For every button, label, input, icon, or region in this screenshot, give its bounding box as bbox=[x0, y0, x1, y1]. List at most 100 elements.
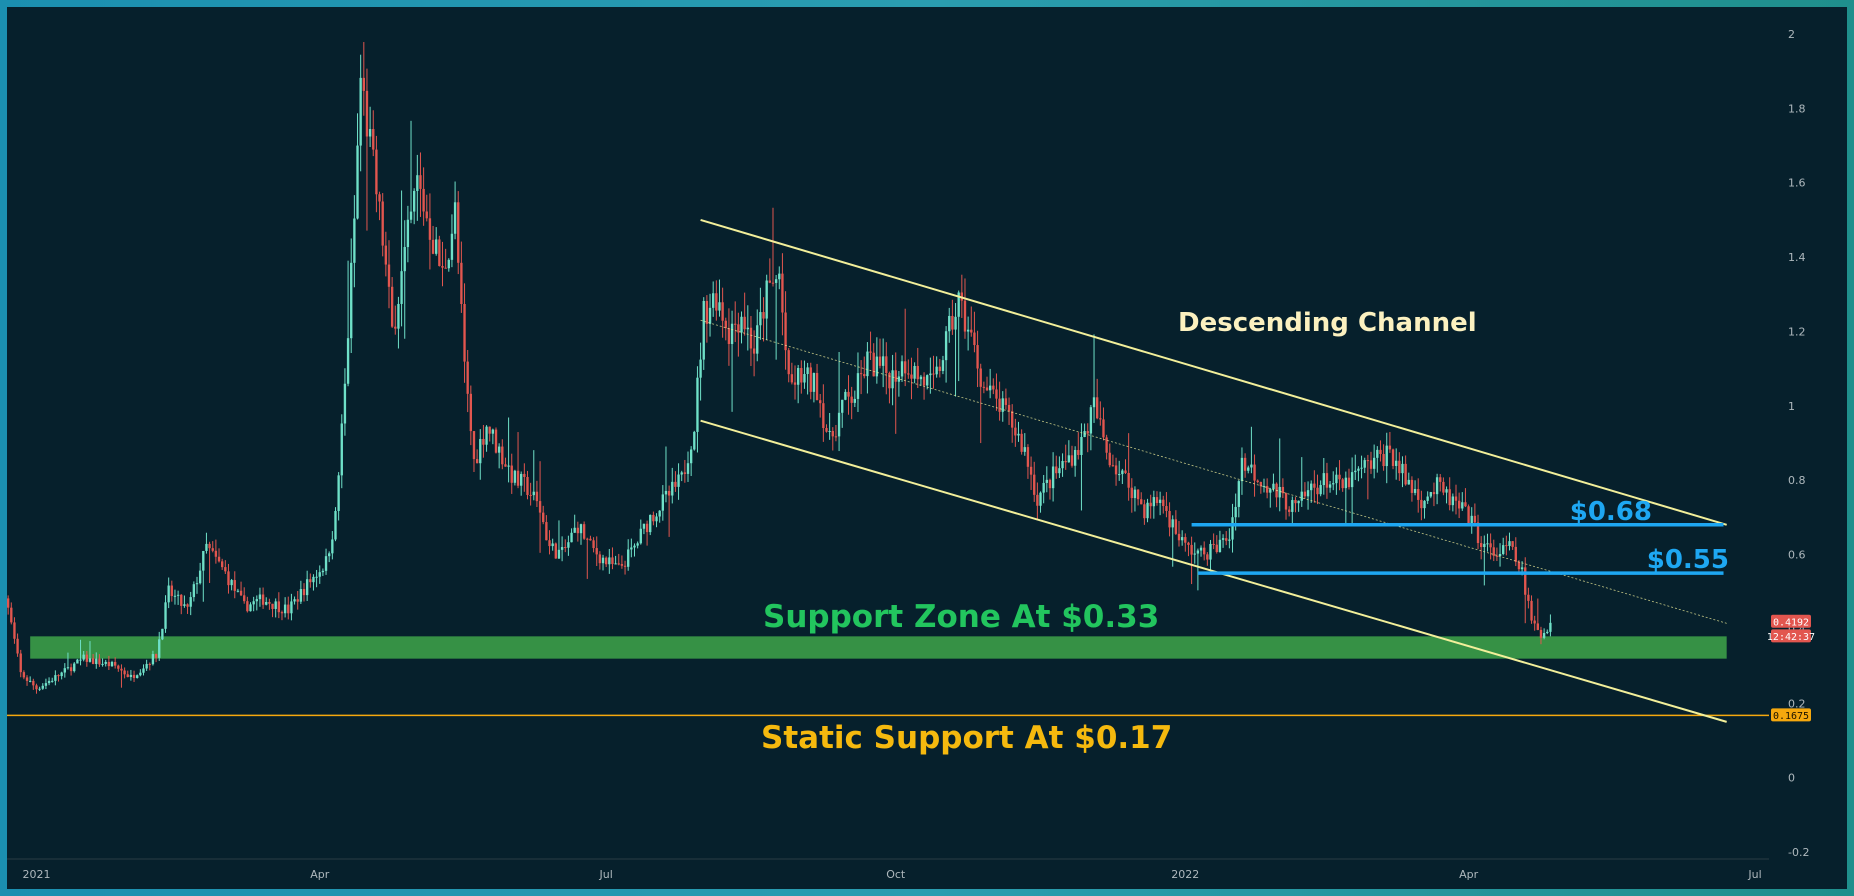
candle bbox=[1130, 478, 1133, 513]
candle-body bbox=[340, 423, 343, 476]
candle-body bbox=[129, 674, 133, 677]
candle bbox=[598, 551, 602, 570]
candle-body bbox=[113, 661, 117, 666]
candle bbox=[863, 356, 866, 379]
candle bbox=[847, 375, 850, 415]
candle-body bbox=[608, 557, 611, 565]
candle-body bbox=[409, 211, 413, 220]
candle bbox=[69, 663, 73, 676]
candle-body bbox=[1011, 411, 1014, 428]
candle-body bbox=[1294, 500, 1297, 504]
candle-body bbox=[1180, 537, 1184, 541]
candle bbox=[57, 674, 60, 682]
candle bbox=[1077, 432, 1080, 460]
candle-body bbox=[576, 527, 580, 534]
candle-body bbox=[1174, 519, 1178, 534]
candle-body bbox=[95, 658, 98, 664]
price-chart[interactable]: 21.81.61.41.210.80.60.40.20-0.22021AprJu… bbox=[7, 7, 1847, 889]
candle bbox=[604, 556, 608, 568]
candle-body bbox=[837, 412, 841, 437]
candle bbox=[435, 227, 438, 256]
candle-body bbox=[822, 403, 825, 429]
y-tick-label: 1.6 bbox=[1788, 177, 1806, 190]
candle-body bbox=[98, 658, 101, 665]
candle-body bbox=[620, 564, 624, 566]
candle-body bbox=[1070, 455, 1074, 466]
candle-body bbox=[202, 550, 205, 571]
candle bbox=[721, 287, 724, 338]
candle bbox=[756, 309, 759, 362]
candle bbox=[897, 371, 901, 397]
candle-body bbox=[564, 547, 567, 549]
candle-body bbox=[881, 356, 885, 366]
candle-body bbox=[1269, 489, 1272, 493]
candle bbox=[507, 417, 510, 483]
candle-body bbox=[38, 688, 41, 690]
candle bbox=[1136, 489, 1140, 506]
candle-body bbox=[1549, 622, 1552, 632]
candle bbox=[841, 399, 844, 428]
candle bbox=[538, 461, 542, 553]
candle bbox=[1225, 531, 1228, 546]
candle-body bbox=[136, 675, 139, 678]
candle bbox=[693, 430, 696, 451]
candle-body bbox=[302, 589, 306, 596]
candle-body bbox=[497, 446, 501, 453]
candle bbox=[1366, 454, 1370, 500]
candle-body bbox=[903, 361, 907, 374]
candle bbox=[488, 426, 491, 442]
candle-body bbox=[1143, 504, 1146, 519]
candle-body bbox=[1036, 494, 1039, 506]
candle bbox=[878, 338, 882, 369]
candle-body bbox=[472, 431, 476, 460]
candle bbox=[450, 214, 454, 268]
candle bbox=[1316, 474, 1319, 505]
candle bbox=[63, 663, 66, 678]
candle-body bbox=[252, 601, 255, 605]
candle bbox=[815, 363, 819, 401]
candle bbox=[712, 281, 715, 317]
candle bbox=[475, 449, 479, 464]
candle bbox=[1291, 496, 1294, 525]
candle bbox=[642, 523, 646, 535]
candle-body bbox=[589, 538, 592, 541]
candle bbox=[236, 588, 240, 593]
candle bbox=[737, 312, 740, 357]
candle-body bbox=[151, 654, 155, 665]
candle bbox=[1281, 478, 1285, 499]
candle bbox=[1486, 533, 1489, 552]
candle-body bbox=[271, 603, 274, 609]
candle-body bbox=[586, 538, 589, 540]
candle-body bbox=[1193, 553, 1196, 555]
candle-body bbox=[869, 351, 872, 353]
candle-body bbox=[705, 300, 709, 324]
candle-body bbox=[145, 663, 148, 669]
candle bbox=[1033, 461, 1036, 502]
candle-body bbox=[1533, 620, 1536, 624]
candle bbox=[280, 610, 284, 621]
candle bbox=[249, 602, 252, 612]
channel-line-mid[interactable] bbox=[700, 319, 1727, 624]
candle-body bbox=[1272, 483, 1275, 490]
channel-line-upper[interactable] bbox=[700, 218, 1727, 526]
candle bbox=[419, 152, 422, 217]
candle-body bbox=[727, 328, 731, 344]
candle-body bbox=[1121, 470, 1124, 475]
candle bbox=[16, 633, 19, 657]
channel-line-lower[interactable] bbox=[700, 419, 1727, 723]
candle-body bbox=[255, 599, 258, 602]
candle bbox=[406, 205, 410, 263]
candle-body bbox=[649, 514, 652, 533]
candle-body bbox=[774, 279, 778, 283]
candle-body bbox=[674, 481, 677, 487]
candle bbox=[151, 650, 155, 666]
candle-body bbox=[220, 561, 224, 568]
candle-body bbox=[1058, 468, 1061, 474]
x-tick-label: 2021 bbox=[22, 868, 50, 881]
candle-body bbox=[353, 218, 356, 263]
candle bbox=[1180, 530, 1184, 546]
candle bbox=[1108, 443, 1111, 468]
candle-body bbox=[661, 494, 665, 511]
candle-body bbox=[570, 532, 573, 543]
candle-body bbox=[1095, 397, 1099, 419]
